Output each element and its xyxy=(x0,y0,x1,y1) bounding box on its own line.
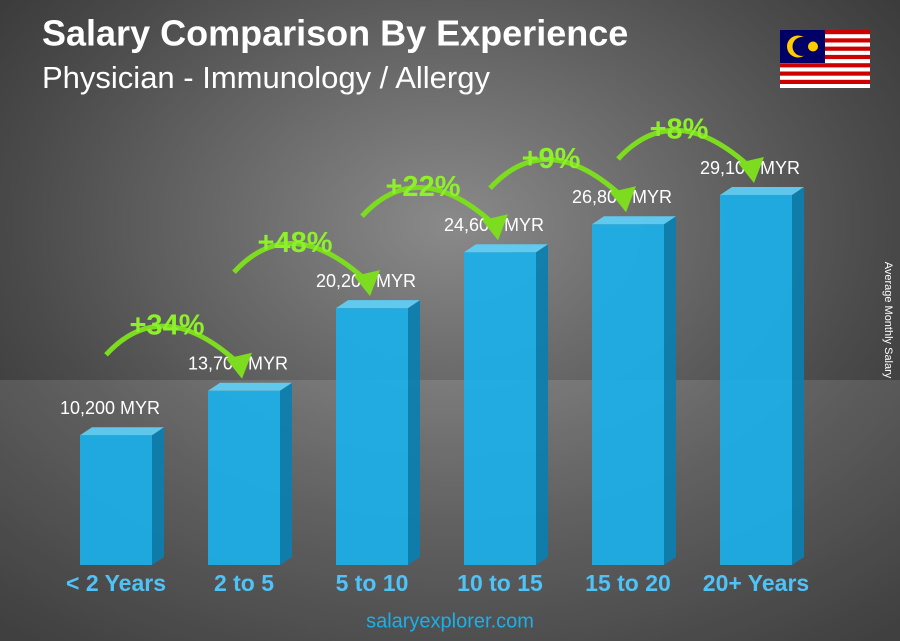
bar xyxy=(80,435,152,565)
increase-arc xyxy=(488,157,626,201)
increase-label: +9% xyxy=(522,143,581,175)
increase-arc xyxy=(104,323,242,367)
x-tick-label: 5 to 10 xyxy=(336,570,409,596)
bar-side xyxy=(536,244,548,565)
x-tick-label: 20+ Years xyxy=(703,570,809,596)
bar-side xyxy=(792,187,804,565)
x-tick-label: < 2 Years xyxy=(66,570,166,596)
bar-side xyxy=(408,300,420,565)
bar-top xyxy=(80,427,164,436)
increase-arrowhead xyxy=(482,214,508,241)
increase-label: +48% xyxy=(258,227,333,259)
bar xyxy=(336,308,408,565)
bar-top xyxy=(208,382,292,391)
bar-side xyxy=(280,382,292,565)
bar-top xyxy=(464,244,548,253)
flag xyxy=(780,30,870,88)
x-tick-label: 2 to 5 xyxy=(214,570,274,596)
bar xyxy=(592,224,664,565)
bar xyxy=(464,252,536,565)
chart-title: Salary Comparison By Experience xyxy=(42,13,628,54)
bar-top xyxy=(592,216,676,225)
x-tick-label: 15 to 20 xyxy=(585,570,671,596)
increase-label: +22% xyxy=(386,171,461,203)
increase-arc xyxy=(616,127,754,171)
chart-subtitle: Physician - Immunology / Allergy xyxy=(42,60,490,95)
bar xyxy=(720,195,792,565)
y-axis-label: Average Monthly Salary xyxy=(882,262,894,379)
increase-label: +8% xyxy=(650,114,709,146)
source: salaryexplorer.com xyxy=(366,610,534,632)
increase-arrowhead xyxy=(610,186,636,213)
increase-arrowhead xyxy=(354,270,380,297)
bar-side xyxy=(664,216,676,565)
increase-label: +34% xyxy=(130,309,205,341)
bar-side xyxy=(152,427,164,565)
x-tick-label: 10 to 15 xyxy=(457,570,543,596)
bar xyxy=(208,390,280,565)
increase-arc xyxy=(360,185,498,229)
increase-arrowhead xyxy=(738,157,764,183)
increase-arc xyxy=(232,241,370,284)
value-label: 10,200 MYR xyxy=(60,398,160,418)
increase-arrowhead xyxy=(226,352,252,379)
bar-top xyxy=(336,300,420,309)
bar-top xyxy=(720,187,804,195)
